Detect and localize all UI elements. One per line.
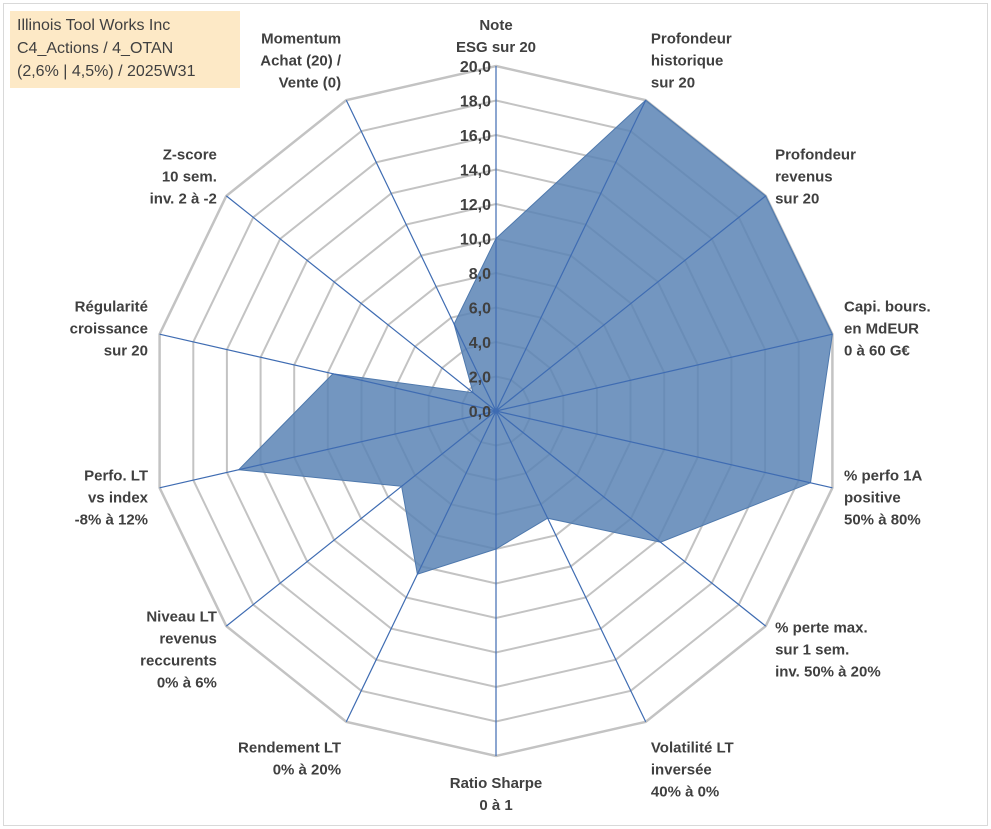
radar-series-area [237, 99, 833, 575]
tick-label: 10,0 [460, 232, 491, 249]
axis-label-line: 0% à 6% [157, 674, 217, 691]
axis-spoke [225, 410, 497, 627]
axis-label-line: ESG sur 20 [456, 39, 536, 56]
axis-label-line: % perfo 1A [844, 467, 923, 484]
axis-label-line: Régularité [75, 299, 148, 316]
axis-spoke [225, 195, 497, 412]
axis-label-line: historique [651, 52, 724, 69]
axis-label: Profondeur historique sur 20 [651, 30, 732, 91]
info-box: Illinois Tool Works Inc C4_Actions / 4_O… [10, 11, 240, 88]
tick-label: 18,0 [460, 94, 491, 111]
axis-label-line: inversée [651, 762, 712, 779]
company-name: Illinois Tool Works Inc [17, 17, 171, 34]
axis-label-line: Z-score [163, 147, 217, 164]
axis-label: % perfo 1A positive 50% à 80% [844, 467, 923, 528]
axis-spoke [159, 333, 497, 412]
radar-spokes [159, 66, 833, 756]
tick-label: 16,0 [460, 128, 491, 145]
axis-label-line: sur 1 sem. [775, 641, 849, 658]
tick-label: 12,0 [460, 197, 491, 214]
axis-label-line: en MdEUR [844, 321, 919, 338]
axis-label-line: positive [844, 489, 901, 506]
radar-axis-labels: Note ESG sur 20 Profondeur historique sur 20… [70, 17, 931, 814]
axis-spoke [495, 410, 647, 723]
axis-spoke [495, 333, 833, 412]
axis-label-line: Momentum [261, 30, 341, 47]
axis-label-line: Vente (0) [279, 74, 342, 91]
axis-label-line: Profondeur [651, 30, 732, 47]
axis-label-line: croissance [70, 321, 148, 338]
axis-label-line: inv. 50% à 20% [775, 663, 881, 680]
axis-label-line: 10 sem. [162, 169, 217, 186]
series-area [237, 99, 833, 575]
tick-label: 20,0 [460, 59, 491, 76]
axis-label-line: 0% à 20% [273, 762, 341, 779]
axis-label-line: Perfo. LT [84, 467, 148, 484]
axis-label-line: 0 à 1 [479, 797, 512, 814]
tick-label: 14,0 [460, 163, 491, 180]
axis-label-line: Niveau LT [146, 608, 217, 625]
axis-label: Ratio Sharpe 0 à 1 [450, 775, 543, 814]
category-label: C4_Actions / 4_OTAN [17, 40, 174, 57]
axis-label-line: Note [479, 17, 512, 34]
axis-spoke [345, 410, 497, 723]
axis-label: Momentum Achat (20) / Vente (0) [260, 30, 342, 91]
axis-label: % perte max. sur 1 sem. inv. 50% à 20% [775, 619, 881, 680]
axis-label: Z-score 10 sem. inv. 2 à -2 [150, 147, 217, 208]
axis-spoke [495, 410, 833, 489]
axis-label-line: reccurents [140, 652, 217, 669]
axis-label-line: sur 20 [104, 343, 148, 360]
axis-label-line: -8% à 12% [75, 511, 148, 528]
period-label: (2,6% | 4,5%) / 2025W31 [17, 63, 196, 80]
axis-label: Capi. bours. en MdEUR 0 à 60 G€ [844, 299, 931, 360]
axis-spoke [495, 99, 647, 412]
axis-label: Profondeur revenus sur 20 [775, 147, 856, 208]
axis-label: Régularité croissance sur 20 [70, 299, 148, 360]
axis-label-line: sur 20 [651, 74, 695, 91]
axis-label-line: 50% à 80% [844, 511, 921, 528]
axis-label-line: Ratio Sharpe [450, 775, 543, 792]
axis-label-line: Profondeur [775, 147, 856, 164]
axis-label-line: revenus [159, 630, 217, 647]
axis-label-line: 40% à 0% [651, 784, 719, 801]
axis-label: Rendement LT 0% à 20% [238, 740, 341, 779]
axis-label-line: inv. 2 à -2 [150, 191, 217, 208]
axis-label: Note ESG sur 20 [456, 17, 536, 56]
axis-spoke [159, 410, 497, 489]
axis-label-line: vs index [88, 489, 149, 506]
radar-tick-labels: 0,0 2,0 4,0 6,0 8,0 10,0 12,0 14,0 16,0 18,0 20,0 [460, 59, 491, 421]
axis-label-line: % perte max. [775, 619, 868, 636]
axis-spoke [495, 195, 767, 412]
axis-label: Volatilité LT inversée 40% à 0% [651, 740, 734, 801]
axis-spoke [345, 99, 497, 412]
axis-label-line: Capi. bours. [844, 299, 931, 316]
tick-label: 8,0 [469, 266, 491, 283]
tick-label: 2,0 [469, 370, 491, 387]
axis-spoke [495, 410, 767, 627]
tick-label: 4,0 [469, 335, 491, 352]
tick-label: 0,0 [469, 404, 491, 421]
axis-label-line: revenus [775, 169, 833, 186]
axis-label: Perfo. LT vs index -8% à 12% [75, 467, 149, 528]
axis-label-line: Volatilité LT [651, 740, 734, 757]
axis-label: Niveau LT revenus reccurents 0% à 6% [140, 608, 217, 691]
axis-label-line: sur 20 [775, 191, 819, 208]
axis-label-line: Rendement LT [238, 740, 341, 757]
axis-label-line: 0 à 60 G€ [844, 343, 911, 360]
tick-label: 6,0 [469, 301, 491, 318]
axis-label-line: Achat (20) / [260, 52, 342, 69]
